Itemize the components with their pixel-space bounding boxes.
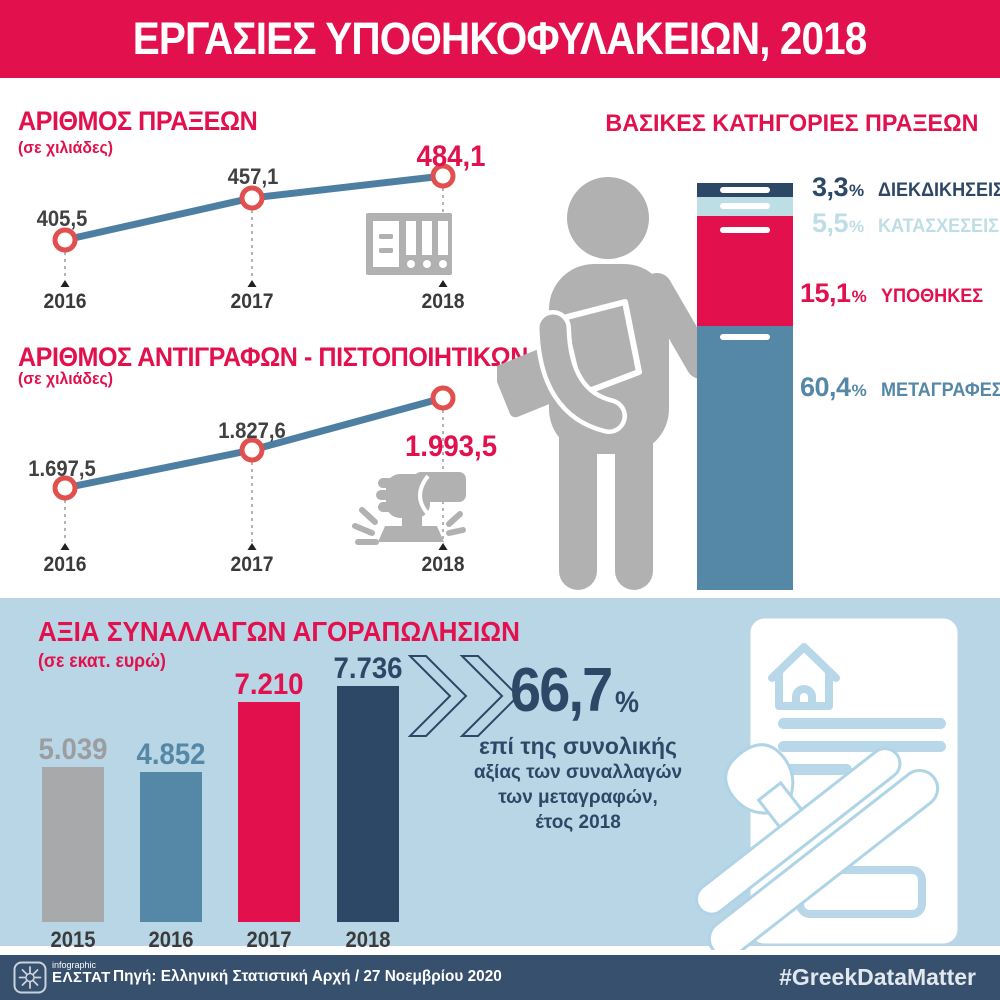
title-banner: ΕΡΓΑΣΙΕΣ ΥΠΟΘΗΚΟΦΥΛΑΚΕΙΩΝ, 2018 bbox=[0, 0, 1000, 78]
bar-2016 bbox=[140, 772, 202, 922]
hashtag-text: #GreekDataMatter bbox=[779, 964, 976, 990]
bar-value: 4.852 bbox=[136, 738, 206, 771]
segment-dash bbox=[720, 187, 770, 193]
chart1-subtitle: (σε χιλιάδες) bbox=[18, 138, 113, 157]
footer-bar bbox=[0, 955, 1000, 1000]
elstat-logo-text: infographic ΕΛΣΤΑΤ bbox=[52, 960, 111, 986]
legend-pct: 3,3 bbox=[812, 172, 849, 202]
callout-line: έτος 2018 bbox=[535, 812, 621, 833]
legend-pct: 5,5 bbox=[812, 208, 849, 238]
bar-value: 5.039 bbox=[38, 733, 108, 766]
segment-ypothikes bbox=[697, 216, 793, 326]
chart1-title: ΑΡΙΘΜΟΣ ΠΡΑΞΕΩΝ bbox=[18, 106, 258, 136]
bar-year: 2017 bbox=[246, 927, 292, 952]
legend-row: 5,5% ΚΑΤΑΣΧΕΣΕΙΣ bbox=[812, 208, 1000, 239]
callout-number: 66,7 % bbox=[510, 660, 639, 722]
year-label: 2017 bbox=[230, 290, 274, 313]
bar-chart-subtitle: (σε εκατ. ευρώ) bbox=[38, 651, 166, 672]
logo-elstat-label: ΕΛΣΤΑΤ bbox=[52, 969, 111, 986]
bar-year: 2015 bbox=[50, 927, 96, 952]
bar-value: 7.210 bbox=[234, 668, 304, 701]
point-label: 1.697,5 bbox=[28, 456, 96, 481]
percent-sign: % bbox=[849, 217, 865, 236]
callout-line: αξίας των συναλλαγών bbox=[473, 762, 683, 783]
stacked-chart-title: ΒΑΣΙΚΕΣ ΚΑΤΗΓΟΡΙΕΣ ΠΡΑΞΕΩΝ bbox=[605, 110, 979, 137]
year-label: 2018 bbox=[421, 553, 465, 576]
callout-line: επί της συνολικής bbox=[479, 733, 677, 759]
segment-dash bbox=[720, 203, 770, 209]
percent-sign: % bbox=[615, 686, 640, 719]
stacked-bar bbox=[697, 183, 793, 590]
person-icon bbox=[497, 177, 697, 590]
segment-dash bbox=[720, 227, 770, 233]
stamp-fist-icon bbox=[352, 472, 466, 545]
year-label: 2016 bbox=[43, 290, 87, 313]
bar-2015 bbox=[42, 767, 104, 922]
logo-infographic-label: infographic bbox=[52, 960, 97, 970]
callout-line: των μεταγραφών, bbox=[498, 787, 658, 808]
segment-diekdikiseis bbox=[697, 183, 793, 197]
bar-year: 2018 bbox=[345, 927, 391, 952]
legend-pct: 60,4 bbox=[800, 372, 851, 402]
bar-2018 bbox=[337, 686, 399, 922]
chart2-subtitle: (σε χιλιάδες) bbox=[18, 369, 113, 388]
page-title: ΕΡΓΑΣΙΕΣ ΥΠΟΘΗΚΟΦΥΛΑΚΕΙΩΝ, 2018 bbox=[133, 13, 868, 64]
point-label-highlight: 1.993,5 bbox=[404, 430, 498, 463]
source-text: Πηγή: Ελληνική Στατιστική Αρχή / 27 Νοεμ… bbox=[113, 968, 502, 985]
percent-sign: % bbox=[851, 287, 867, 306]
segment-metagrafes bbox=[697, 326, 793, 590]
segment-dash bbox=[720, 334, 770, 340]
legend-row: 15,1% ΥΠΟΘΗΚΕΣ bbox=[800, 278, 988, 309]
bar-year: 2016 bbox=[148, 927, 194, 952]
legend-label: ΥΠΟΘΗΚΕΣ bbox=[880, 286, 983, 307]
point-label: 457,1 bbox=[227, 164, 279, 189]
callout-value: 66,7 bbox=[510, 656, 613, 725]
segment-katasxeseis bbox=[697, 197, 793, 216]
legend-label: ΔΙΕΚΔΙΚΗΣΕΙΣ bbox=[878, 180, 1000, 201]
legend-label: ΜΕΤΑΓΡΑΦΕΣ bbox=[880, 380, 1000, 401]
legend-label: ΚΑΤΑΣΧΕΣΕΙΣ bbox=[878, 216, 1000, 237]
line-chart-acts bbox=[52, 163, 456, 287]
elstat-logo-icon bbox=[13, 961, 47, 994]
legend-row: 60,4% ΜΕΤΑΓΡΑΦΕΣ bbox=[800, 372, 1000, 403]
legend-pct: 15,1 bbox=[800, 278, 851, 308]
point-label: 405,5 bbox=[36, 206, 88, 231]
archive-binders-icon bbox=[366, 213, 452, 275]
year-label: 2016 bbox=[43, 553, 87, 576]
callout-text: επί της συνολικής αξίας των συναλλαγών τ… bbox=[462, 733, 694, 835]
percent-sign: % bbox=[849, 181, 865, 200]
bar-value: 7.736 bbox=[333, 652, 403, 685]
year-label: 2017 bbox=[230, 553, 274, 576]
legend-row: 3,3% ΔΙΕΚΔΙΚΗΣΕΙΣ bbox=[812, 172, 1000, 203]
percent-sign: % bbox=[851, 381, 867, 400]
bar-chart-title: ΑΞΙΑ ΣΥΝΑΛΛΑΓΩΝ ΑΓΟΡΑΠΩΛΗΣΙΩΝ bbox=[38, 616, 520, 647]
point-label: 1.827,6 bbox=[218, 418, 286, 443]
rubber-stamp-icon bbox=[695, 743, 940, 950]
year-label: 2018 bbox=[421, 290, 465, 313]
bar-2017 bbox=[238, 702, 300, 922]
chart2-title: ΑΡΙΘΜΟΣ ΑΝΤΙΓΡΑΦΩΝ - ΠΙΣΤΟΠΟΙΗΤΙΚΩΝ bbox=[18, 342, 528, 372]
chevrons-right-icon bbox=[408, 655, 520, 737]
point-label-highlight: 484,1 bbox=[416, 140, 486, 173]
